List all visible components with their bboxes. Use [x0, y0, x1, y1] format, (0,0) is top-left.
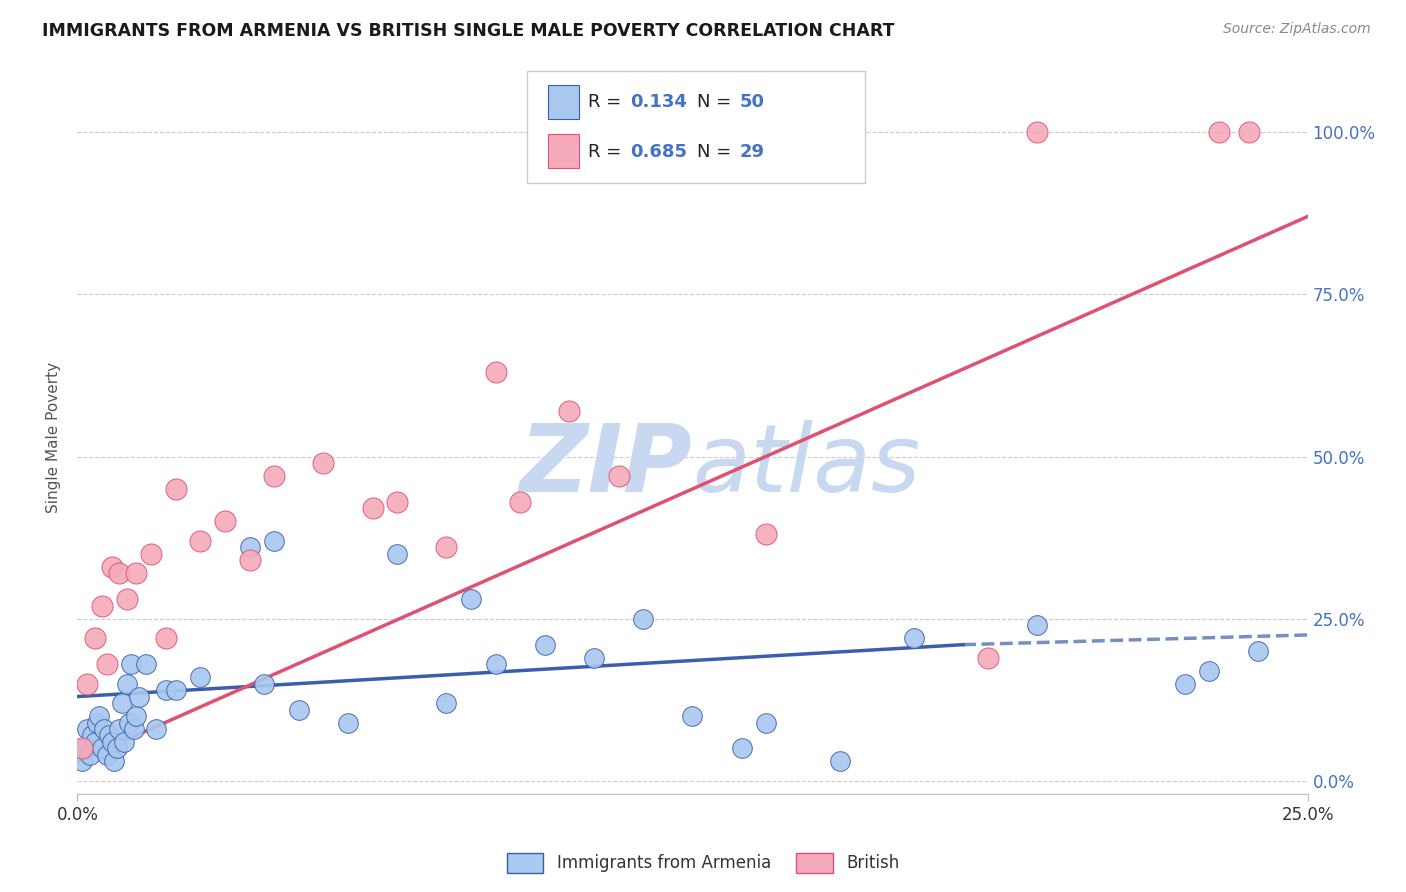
Text: N =: N =	[697, 143, 737, 161]
Point	[79, 747, 101, 762]
Point	[89, 709, 111, 723]
Point	[93, 722, 115, 736]
Point	[121, 657, 143, 672]
Point	[125, 566, 148, 581]
Point	[145, 722, 167, 736]
Point	[436, 696, 458, 710]
Point	[460, 592, 482, 607]
Point	[436, 541, 458, 555]
Text: 29: 29	[740, 143, 765, 161]
Point	[830, 755, 852, 769]
Point	[125, 709, 148, 723]
Point	[108, 566, 131, 581]
Text: IMMIGRANTS FROM ARMENIA VS BRITISH SINGLE MALE POVERTY CORRELATION CHART: IMMIGRANTS FROM ARMENIA VS BRITISH SINGL…	[42, 22, 894, 40]
Point	[115, 592, 138, 607]
Point	[1237, 125, 1260, 139]
Point	[111, 696, 134, 710]
Point	[135, 657, 157, 672]
Point	[337, 715, 360, 730]
Point	[288, 702, 311, 716]
Legend: Immigrants from Armenia, British: Immigrants from Armenia, British	[501, 847, 905, 880]
Point	[682, 709, 704, 723]
Point	[112, 735, 135, 749]
Point	[122, 722, 145, 736]
Point	[977, 650, 1000, 665]
Text: ZIP: ZIP	[520, 419, 693, 512]
Point	[239, 553, 262, 567]
Point	[165, 482, 187, 496]
Text: 0.685: 0.685	[630, 143, 688, 161]
Point	[141, 547, 163, 561]
Point	[96, 657, 118, 672]
Point	[1026, 618, 1049, 632]
Point	[387, 547, 409, 561]
Point	[90, 599, 114, 613]
Text: 50: 50	[740, 94, 765, 112]
Point	[558, 404, 581, 418]
Point	[253, 676, 276, 690]
Point	[534, 638, 557, 652]
Point	[903, 631, 925, 645]
Point	[103, 755, 125, 769]
Point	[731, 741, 754, 756]
Point	[755, 527, 778, 541]
Point	[70, 741, 93, 756]
Point	[312, 456, 335, 470]
Point	[387, 495, 409, 509]
Point	[1198, 664, 1220, 678]
Point	[76, 676, 98, 690]
Point	[1208, 125, 1230, 139]
Point	[263, 469, 285, 483]
Point	[105, 741, 128, 756]
Text: 0.134: 0.134	[630, 94, 686, 112]
Text: R =: R =	[588, 143, 627, 161]
Point	[583, 650, 606, 665]
Point	[128, 690, 150, 704]
Point	[118, 715, 141, 730]
Text: N =: N =	[697, 94, 737, 112]
Point	[485, 657, 508, 672]
Point	[108, 722, 131, 736]
Point	[86, 715, 108, 730]
Point	[73, 741, 96, 756]
Point	[90, 741, 114, 756]
Point	[509, 495, 531, 509]
Text: R =: R =	[588, 94, 627, 112]
Point	[263, 533, 285, 548]
Point	[155, 631, 177, 645]
Point	[190, 670, 212, 684]
Text: atlas: atlas	[693, 420, 921, 511]
Point	[83, 631, 105, 645]
Point	[633, 612, 655, 626]
Point	[755, 715, 778, 730]
Point	[239, 541, 262, 555]
Point	[1247, 644, 1270, 658]
Point	[155, 683, 177, 698]
Point	[115, 676, 138, 690]
Point	[76, 722, 98, 736]
Text: Source: ZipAtlas.com: Source: ZipAtlas.com	[1223, 22, 1371, 37]
Y-axis label: Single Male Poverty: Single Male Poverty	[46, 361, 62, 513]
Point	[190, 533, 212, 548]
Point	[607, 469, 630, 483]
Point	[101, 559, 124, 574]
Point	[82, 729, 104, 743]
Point	[96, 747, 118, 762]
Point	[214, 515, 236, 529]
Point	[70, 755, 93, 769]
Point	[485, 365, 508, 379]
Point	[98, 729, 121, 743]
Point	[1026, 125, 1049, 139]
Point	[83, 735, 105, 749]
Point	[361, 501, 384, 516]
Point	[165, 683, 187, 698]
Point	[101, 735, 124, 749]
Point	[1174, 676, 1197, 690]
